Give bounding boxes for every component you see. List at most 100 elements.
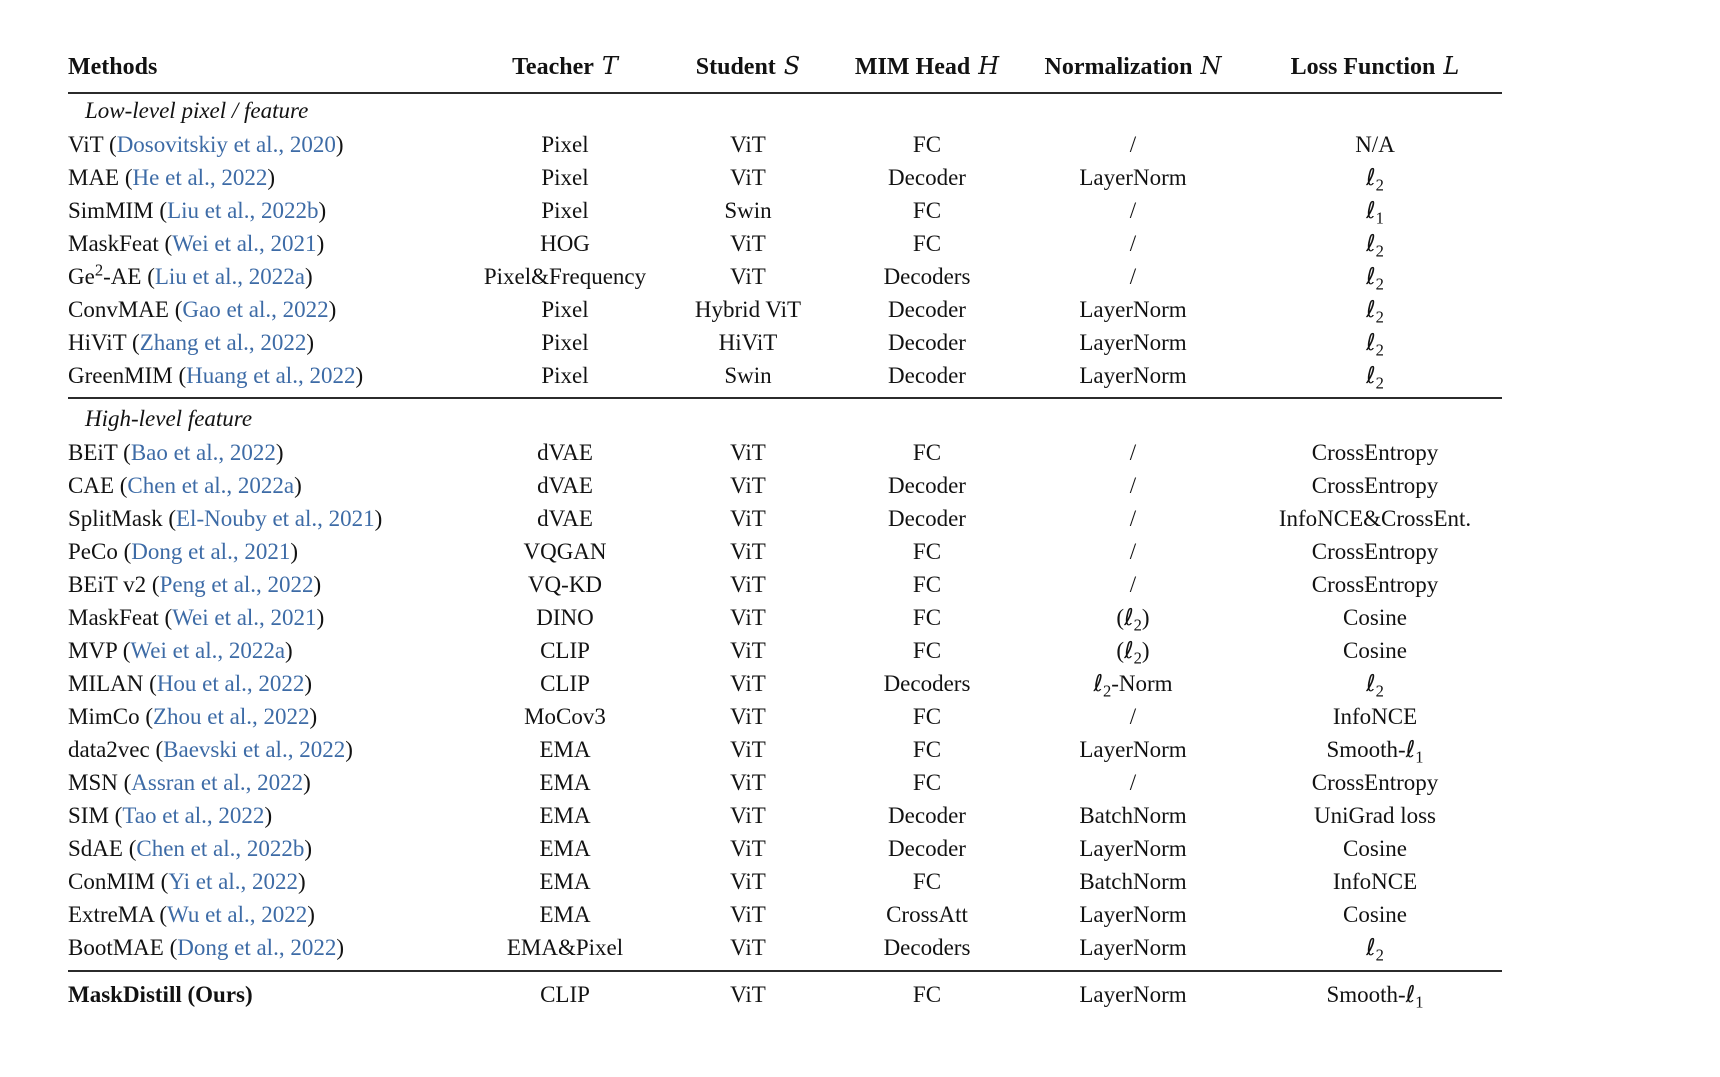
teacher-cell: EMA [539, 803, 591, 828]
math-symbol-H: H [978, 52, 1000, 80]
mim-head-cell: FC [912, 231, 942, 256]
method-cell: SimMIM (Liu et al., 2022b) [68, 198, 327, 223]
math-symbol-N: N [1200, 52, 1222, 80]
teacher-cell: dVAE [537, 473, 593, 498]
method-name: CAE [68, 473, 114, 498]
column-header-label: MIM Head [854, 54, 971, 80]
method-name: MAE [68, 165, 120, 190]
method-name: MaskFeat [68, 605, 159, 630]
loss-function-cell: Smooth-ℓ1 [1326, 982, 1424, 1012]
normalization-cell: LayerNorm [1079, 902, 1187, 927]
citation-link[interactable]: Hou et al., 2022 [156, 671, 305, 696]
method-name: MVP [68, 638, 117, 663]
teacher-cell: EMA [539, 836, 591, 861]
column-header-label: Loss Function [1290, 54, 1436, 80]
normalization-cell: LayerNorm [1079, 935, 1187, 960]
loss-function-cell: Smooth-ℓ1 [1326, 737, 1424, 767]
method-name: data2vec [68, 737, 150, 762]
loss-function-cell: ℓ2 [1366, 165, 1384, 195]
student-cell: ViT [730, 869, 766, 894]
student-cell: ViT [730, 539, 766, 564]
student-cell: ViT [730, 737, 766, 762]
citation-link[interactable]: Assran et al., 2022 [131, 770, 304, 795]
method-cell: MSN (Assran et al., 2022) [68, 770, 311, 795]
teacher-cell: CLIP [540, 638, 590, 663]
method-name: HiViT [68, 330, 127, 355]
mim-head-cell: CrossAtt [886, 902, 968, 927]
citation-link[interactable]: Wei et al., 2021 [172, 231, 317, 256]
normalization-cell: LayerNorm [1079, 363, 1187, 388]
citation-link[interactable]: Chen et al., 2022b [136, 836, 305, 861]
citation-link[interactable]: Dosovitskiy et al., 2020 [116, 132, 336, 157]
normalization-cell: ℓ2-Norm [1093, 671, 1173, 701]
citation-link[interactable]: Baevski et al., 2022 [163, 737, 346, 762]
header-rule [68, 92, 1502, 94]
loss-function-cell: ℓ2 [1366, 671, 1384, 701]
teacher-cell: dVAE [537, 506, 593, 531]
citation-link[interactable]: Zhou et al., 2022 [153, 704, 310, 729]
normalization-cell: (ℓ2) [1116, 638, 1150, 668]
teacher-cell: dVAE [537, 440, 593, 465]
citation-link[interactable]: Dong et al., 2022 [177, 935, 337, 960]
citation-link[interactable]: Wu et al., 2022 [167, 902, 308, 927]
table-row: MaskFeat (Wei et al., 2021) HOG ViT FC / ℓ2 [68, 227, 1502, 260]
citation-link[interactable]: Wei et al., 2022a [130, 638, 286, 663]
citation-link[interactable]: Tao et al., 2022 [122, 803, 265, 828]
citation-link[interactable]: Dong et al., 2021 [131, 539, 291, 564]
normalization-cell: / [1129, 473, 1137, 498]
citation-link[interactable]: He et al., 2022 [132, 165, 268, 190]
loss-function-cell: InfoNCE&CrossEnt. [1278, 506, 1472, 531]
student-cell: ViT [730, 572, 766, 597]
mim-head-cell: FC [912, 440, 942, 465]
student-cell: ViT [730, 902, 766, 927]
mim-methods-comparison-table: Methods Teacher T Student S MIM Head H Norm… [68, 46, 1502, 1012]
citation-link[interactable]: Wei et al., 2021 [172, 605, 317, 630]
citation-link[interactable]: Huang et al., 2022 [186, 363, 356, 388]
mim-head-cell: FC [912, 605, 942, 630]
table-row: BEiT v2 (Peng et al., 2022) VQ-KD ViT FC / Cr… [68, 568, 1502, 601]
method-cell: SplitMask (El-Nouby et al., 2021) [68, 506, 383, 531]
column-header-label: Methods [68, 54, 158, 80]
student-cell: ViT [730, 935, 766, 960]
citation-link[interactable]: Bao et al., 2022 [130, 440, 276, 465]
table-row: SplitMask (El-Nouby et al., 2021) dVAE ViT… [68, 502, 1502, 535]
mim-head-cell: Decoders [883, 671, 971, 696]
normalization-cell: / [1129, 539, 1137, 564]
teacher-cell: Pixel [541, 198, 589, 223]
method-cell: MaskDistill (Ours) [68, 972, 470, 1011]
table-row: HiViT (Zhang et al., 2022) Pixel HiViT Deco… [68, 326, 1502, 359]
citation-link[interactable]: Gao et al., 2022 [182, 297, 329, 322]
citation-link[interactable]: Yi et al., 2022 [168, 869, 299, 894]
method-cell: BEiT (Bao et al., 2022) [68, 440, 284, 465]
citation-link[interactable]: Chen et al., 2022a [127, 473, 295, 498]
table-row: ConvMAE (Gao et al., 2022) Pixel Hybrid Vi… [68, 293, 1502, 326]
loss-function-cell: CrossEntropy [1311, 770, 1439, 795]
student-cell: ViT [730, 605, 766, 630]
method-cell: HiViT (Zhang et al., 2022) [68, 330, 315, 355]
citation-link[interactable]: Liu et al., 2022b [167, 198, 319, 223]
student-cell: ViT [730, 506, 766, 531]
normalization-cell: LayerNorm [1079, 165, 1187, 190]
normalization-cell: BatchNorm [1079, 803, 1187, 828]
table-row: BEiT (Bao et al., 2022) dVAE ViT FC / CrossEn… [68, 436, 1502, 469]
citation-link[interactable]: Peng et al., 2022 [159, 572, 314, 597]
normalization-cell: LayerNorm [1079, 737, 1187, 762]
method-name: BootMAE [68, 935, 164, 960]
loss-function-cell: CrossEntropy [1311, 572, 1439, 597]
table-header-row: Methods Teacher T Student S MIM Head H Norm… [68, 46, 1502, 86]
table-row: MILAN (Hou et al., 2022) CLIP ViT Decoders ℓ… [68, 667, 1502, 700]
citation-link[interactable]: Zhang et al., 2022 [139, 330, 307, 355]
loss-function-cell: Cosine [1343, 638, 1407, 663]
table-row: SdAE (Chen et al., 2022b) EMA ViT Decoder La… [68, 832, 1502, 865]
citation-link[interactable]: Liu et al., 2022a [154, 264, 305, 289]
teacher-cell: EMA [539, 737, 591, 762]
student-cell: HiViT [718, 330, 778, 355]
table-row: GreenMIM (Huang et al., 2022) Pixel Swin De… [68, 359, 1502, 392]
table-row: Ge2-AE (Liu et al., 2022a) Pixel&Frequenc… [68, 260, 1502, 293]
mim-head-cell: FC [912, 770, 942, 795]
normalization-cell: LayerNorm [1079, 982, 1187, 1007]
mim-head-cell: Decoders [883, 264, 971, 289]
method-name: MimCo [68, 704, 140, 729]
citation-link[interactable]: El-Nouby et al., 2021 [176, 506, 375, 531]
teacher-cell: EMA [539, 902, 591, 927]
